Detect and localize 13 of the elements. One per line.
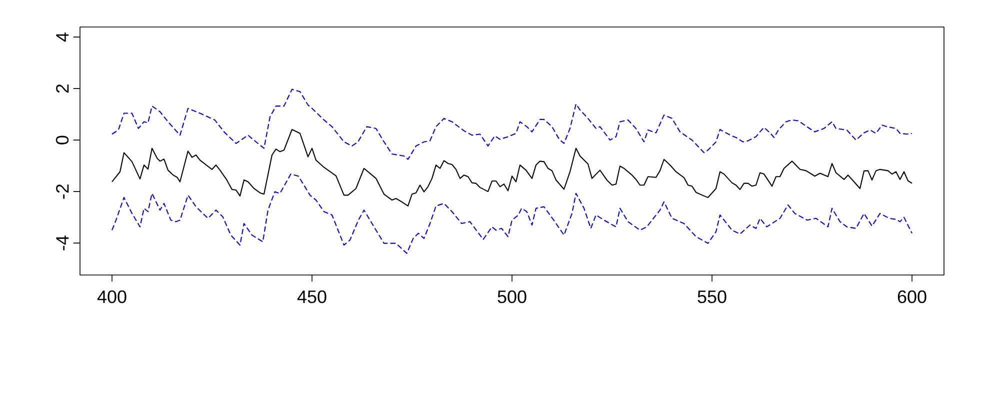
- x-tick-label: 600: [898, 290, 926, 304]
- y-tick-label: 0: [56, 136, 69, 144]
- y-tick-label: -2: [56, 184, 69, 199]
- y-tick-label: 2: [56, 84, 69, 93]
- x-tick-label: 550: [698, 290, 726, 304]
- line-series: [111, 128, 913, 207]
- line-series: [111, 174, 913, 254]
- line-series: [111, 88, 913, 160]
- x-tick-label: 400: [97, 290, 126, 304]
- x-tick-label: 500: [498, 290, 526, 304]
- y-tick-label: 4: [56, 32, 69, 42]
- x-tick-label: 450: [297, 290, 326, 304]
- y-tick-label: -4: [56, 236, 69, 250]
